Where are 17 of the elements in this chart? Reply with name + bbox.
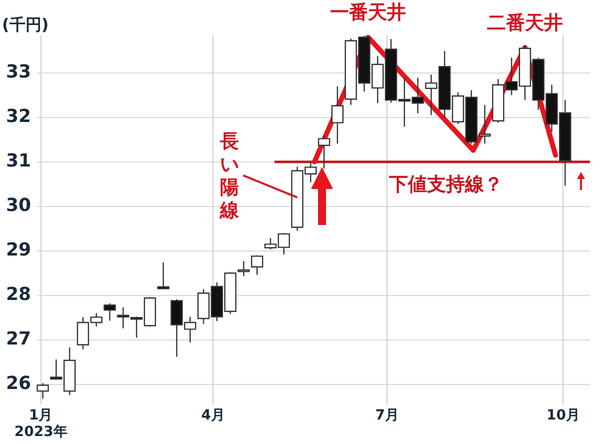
y-axis-title: (千円) [2, 15, 49, 34]
y-tick-label: 26 [6, 373, 32, 394]
annotation: 長い陽線 [218, 130, 240, 222]
y-tick-label: 33 [6, 62, 32, 82]
y-tick-label: 30 [6, 195, 32, 216]
x-tick-label: 10月 [546, 407, 580, 424]
annotation: 二番天井 [486, 12, 563, 34]
annotation: 一番天井 [330, 2, 406, 24]
y-tick-label: 27 [6, 328, 32, 350]
x-tick-label: 4月 [201, 407, 225, 424]
y-tick-label: 28 [6, 284, 32, 306]
x-tick-label: 7月 [375, 407, 400, 424]
x-tick-label: 1月 2023年 [14, 407, 68, 440]
y-tick-label: 32 [6, 106, 32, 128]
y-tick-label: 31 [6, 150, 32, 172]
ref-line-label: 下値支持線？ [388, 173, 504, 196]
y-tick-label: 29 [6, 240, 32, 261]
